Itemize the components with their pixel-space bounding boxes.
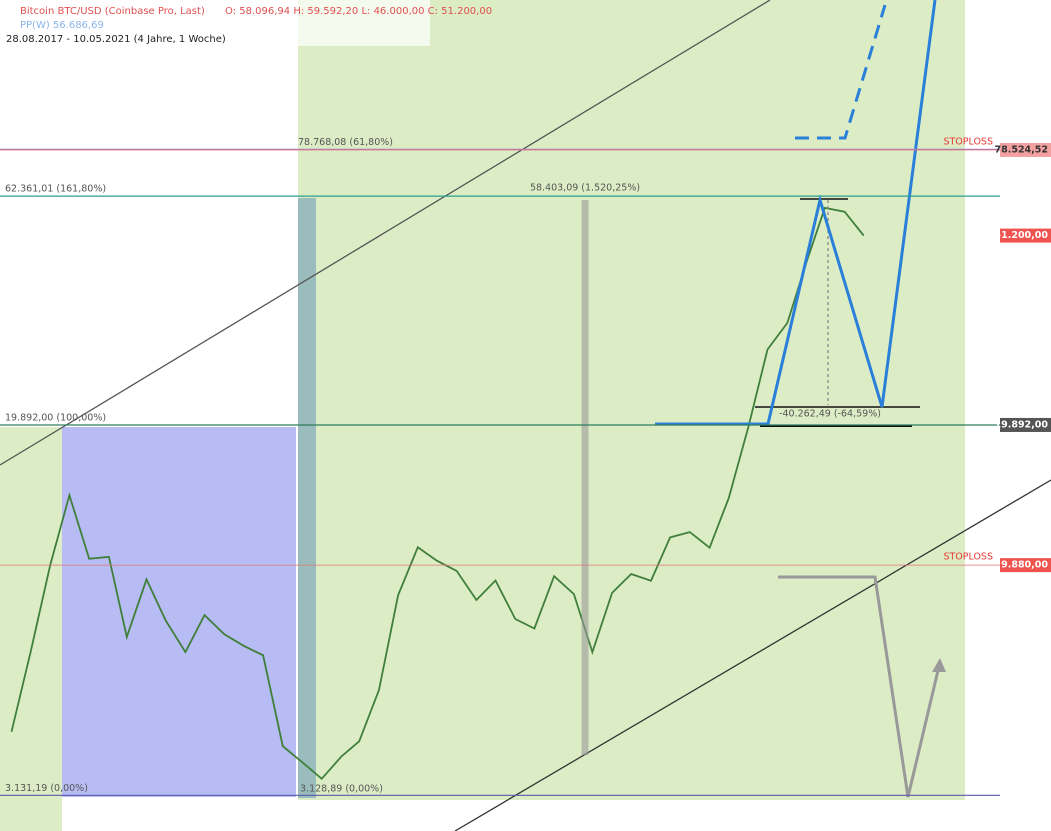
measure-label: -40.262,49 (-64,59%): [779, 409, 881, 420]
price-tag-label: 51.200,00: [995, 230, 1049, 241]
price-tag: [1000, 142, 1051, 157]
shade-blue: [62, 427, 296, 797]
shade-green-left: [0, 427, 62, 831]
indicator: PP(W) 56.686,69: [20, 20, 104, 31]
stoploss-label: STOPLOSS: [943, 136, 993, 147]
annotations: 78.768,08 (61,80%) 62.361,01 (161,80%) 19.…: [0, 136, 1051, 796]
title: Bitcoin BTC/USD (Coinbase Pro, Last): [20, 6, 205, 17]
low-label: 3.128,89 (0,00%): [300, 784, 383, 795]
channel-upper: [0, 0, 771, 466]
ohlc: O: 58.096,94 H: 59.592,20 L: 46.000,00 C…: [225, 6, 492, 17]
price-tag: [1000, 417, 1051, 432]
price-tag-label: 19.892,00: [995, 419, 1049, 430]
channel-lower: [454, 479, 1051, 831]
level-label: 78.768,08 (61,80%): [298, 137, 393, 148]
level-label: 62.361,01 (161,80%): [5, 184, 106, 195]
price-tag-label: 78.524,52: [995, 144, 1049, 155]
measure-label: 58.403,09 (1.520,25%): [530, 183, 640, 194]
price-line: [10, 206, 865, 781]
level-label: 3.131,19 (0,00%): [5, 783, 88, 794]
price-tag-label: 9.880,00: [1001, 560, 1048, 571]
header-bg: [0, 0, 430, 46]
arrow-head: [932, 658, 946, 672]
price-tag: [1000, 228, 1051, 243]
period: 28.08.2017 - 10.05.2021 (4 Jahre, 1 Woch…: [6, 34, 226, 45]
shade-green: [298, 0, 965, 800]
stoploss-label: STOPLOSS: [943, 552, 993, 563]
price-tag: [1000, 558, 1051, 573]
projection: [655, 0, 937, 426]
scenario: [778, 575, 942, 798]
plot: [10, 206, 865, 781]
level-label: 19.892,00 (100,00%): [5, 412, 106, 423]
projection-dashed: [795, 4, 887, 140]
shade-steel: [298, 198, 316, 798]
